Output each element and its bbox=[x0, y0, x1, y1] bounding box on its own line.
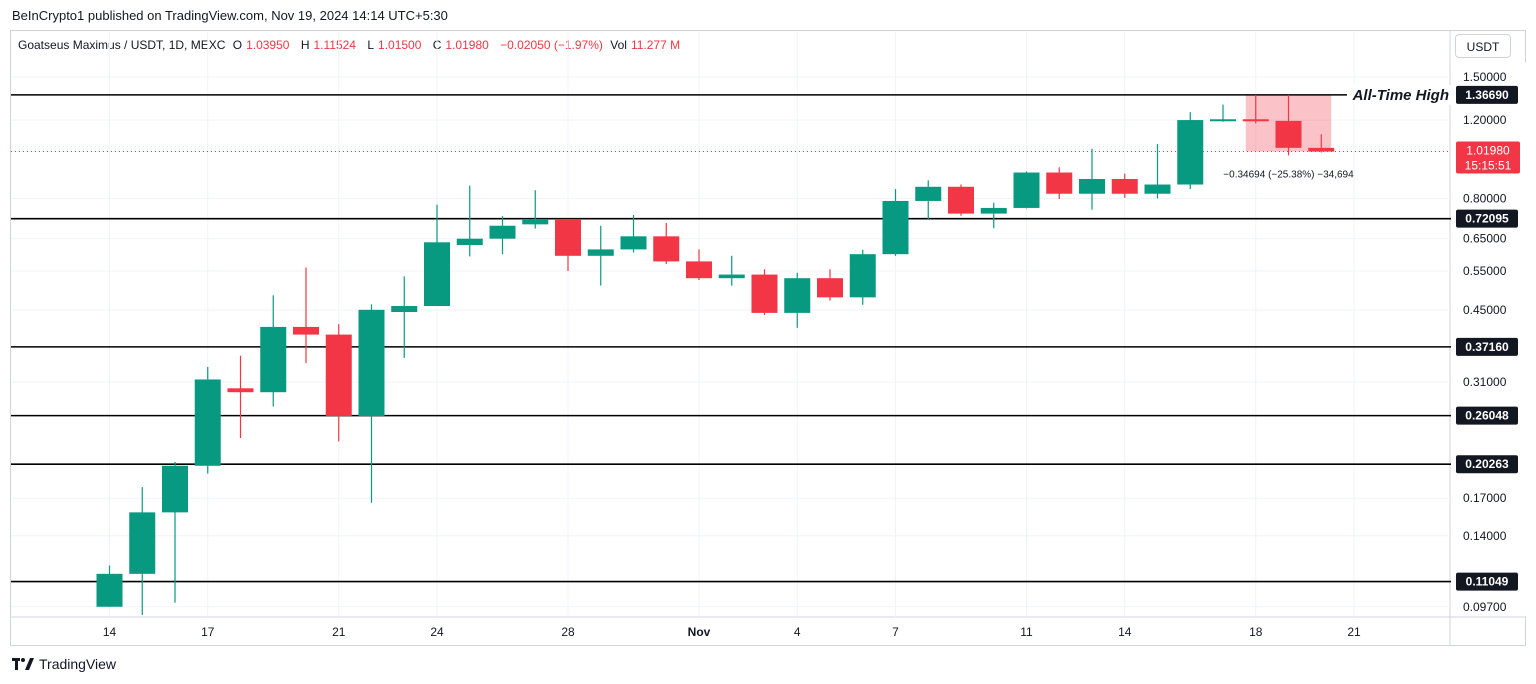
candle-body[interactable] bbox=[162, 465, 188, 513]
level-price-badge bbox=[1456, 572, 1518, 591]
candle-body[interactable] bbox=[424, 242, 450, 307]
candle-body[interactable] bbox=[325, 334, 352, 416]
candle-body[interactable] bbox=[915, 186, 942, 201]
last-price-label: 1.01980 bbox=[1466, 144, 1510, 158]
candle-body[interactable] bbox=[718, 274, 745, 279]
candle-body[interactable] bbox=[1210, 119, 1236, 122]
y-tick-label: 1.20000 bbox=[1463, 113, 1507, 127]
candle-body[interactable] bbox=[1079, 178, 1105, 194]
vol-key: Vol bbox=[610, 38, 627, 52]
candle-body[interactable] bbox=[620, 236, 647, 250]
level-price-label: 0.11049 bbox=[1466, 575, 1509, 589]
candle-body[interactable] bbox=[1046, 172, 1073, 194]
candle-body[interactable] bbox=[751, 274, 778, 313]
candle-body[interactable] bbox=[784, 278, 811, 313]
y-tick-label: 0.31000 bbox=[1463, 375, 1507, 389]
change-value: −0.02050 (−1.97%) bbox=[500, 38, 603, 52]
x-tick-label: 21 bbox=[1347, 625, 1361, 639]
ath-annotation-background bbox=[1347, 84, 1453, 105]
y-tick-label: 0.45000 bbox=[1463, 303, 1507, 317]
candle-body[interactable] bbox=[1177, 120, 1204, 185]
candle-body[interactable] bbox=[849, 254, 876, 298]
level-price-label: 0.26048 bbox=[1465, 409, 1509, 423]
open-key: O bbox=[232, 38, 243, 52]
x-tick-label: 24 bbox=[430, 625, 444, 639]
level-price-badge bbox=[1456, 455, 1518, 474]
y-tick-label: 0.14000 bbox=[1463, 529, 1507, 543]
x-tick-label: 14 bbox=[1118, 625, 1132, 639]
candle-body[interactable] bbox=[293, 326, 319, 335]
candle-body[interactable] bbox=[489, 225, 516, 239]
close-value: 1.01980 bbox=[445, 38, 489, 52]
level-price-label: 0.37160 bbox=[1465, 340, 1509, 354]
x-tick-label: 28 bbox=[561, 625, 575, 639]
high-key: H bbox=[300, 38, 310, 52]
ohlc-legend: Goatseus Maximus / USDT, 1D, MEXC O 1.039… bbox=[18, 38, 688, 52]
candle-body[interactable] bbox=[817, 278, 843, 298]
level-price-badge bbox=[1456, 406, 1518, 425]
candle-body[interactable] bbox=[129, 512, 156, 574]
vol-value: 11.277 M bbox=[630, 38, 681, 52]
level-price-label: 0.72095 bbox=[1465, 212, 1509, 226]
candle-body[interactable] bbox=[1275, 120, 1302, 148]
candle-body[interactable] bbox=[980, 207, 1007, 214]
x-tick-label: 18 bbox=[1249, 625, 1263, 639]
low-key: L bbox=[367, 38, 375, 52]
candle-body[interactable] bbox=[96, 573, 123, 607]
candle-body[interactable] bbox=[882, 200, 909, 255]
candle-body[interactable] bbox=[358, 309, 385, 416]
footer-brand-label: TradingView bbox=[39, 656, 117, 672]
publisher-line: BeInCrypto1 published on TradingView.com… bbox=[12, 8, 448, 23]
open-value: 1.03950 bbox=[246, 38, 290, 52]
candle-body[interactable] bbox=[653, 236, 680, 262]
candle-body[interactable] bbox=[1144, 184, 1171, 194]
candle-body[interactable] bbox=[456, 238, 483, 246]
measure-label: −0.34694 (−25.38%) −34,694 bbox=[1223, 170, 1354, 181]
last-price-badge bbox=[1456, 141, 1520, 174]
y-tick-label: 0.17000 bbox=[1463, 491, 1507, 505]
x-tick-label: 17 bbox=[201, 625, 215, 639]
high-value: 1.11524 bbox=[313, 38, 356, 52]
level-price-badge bbox=[1456, 337, 1518, 356]
x-tick-label: 14 bbox=[103, 625, 117, 639]
candle-body[interactable] bbox=[948, 186, 974, 214]
ath-annotation: All-Time High bbox=[1352, 87, 1449, 104]
countdown-label: 15:15:51 bbox=[1465, 159, 1512, 173]
candle-body[interactable] bbox=[260, 326, 287, 393]
low-value: 1.01500 bbox=[378, 38, 422, 52]
candle-body[interactable] bbox=[391, 306, 418, 313]
level-price-label: 1.36690 bbox=[1465, 88, 1509, 102]
candle-body[interactable] bbox=[686, 261, 712, 279]
y-tick-label: 1.50000 bbox=[1463, 70, 1507, 84]
symbol-label[interactable]: Goatseus Maximus / USDT, 1D, MEXC bbox=[18, 38, 226, 52]
x-tick-label: 7 bbox=[892, 625, 899, 639]
y-tick-label: 0.09700 bbox=[1463, 600, 1507, 614]
candle-body[interactable] bbox=[1242, 119, 1269, 122]
level-price-badge bbox=[1456, 209, 1518, 228]
level-price-badge bbox=[1456, 85, 1518, 104]
candle-body[interactable] bbox=[194, 379, 221, 466]
y-tick-label: 0.80000 bbox=[1463, 192, 1507, 206]
currency-button[interactable]: USDT bbox=[1455, 34, 1511, 58]
footer-brand[interactable]: TradingView bbox=[12, 656, 116, 672]
level-price-label: 0.20263 bbox=[1465, 457, 1509, 471]
candle-body[interactable] bbox=[522, 218, 549, 225]
candle-body[interactable] bbox=[555, 218, 581, 256]
candle-body[interactable] bbox=[227, 388, 254, 393]
y-tick-label: 0.65000 bbox=[1463, 232, 1507, 246]
x-tick-label: 21 bbox=[332, 625, 346, 639]
candle-body[interactable] bbox=[1308, 147, 1335, 152]
candle-body[interactable] bbox=[587, 249, 614, 256]
candle-body[interactable] bbox=[1111, 178, 1138, 194]
candle-body[interactable] bbox=[1013, 172, 1040, 208]
tradingview-logo-icon bbox=[12, 658, 34, 670]
x-tick-label: 4 bbox=[794, 625, 801, 639]
y-tick-label: 0.55000 bbox=[1463, 264, 1507, 278]
x-tick-label: 11 bbox=[1020, 625, 1033, 639]
x-tick-label: Nov bbox=[688, 625, 711, 639]
